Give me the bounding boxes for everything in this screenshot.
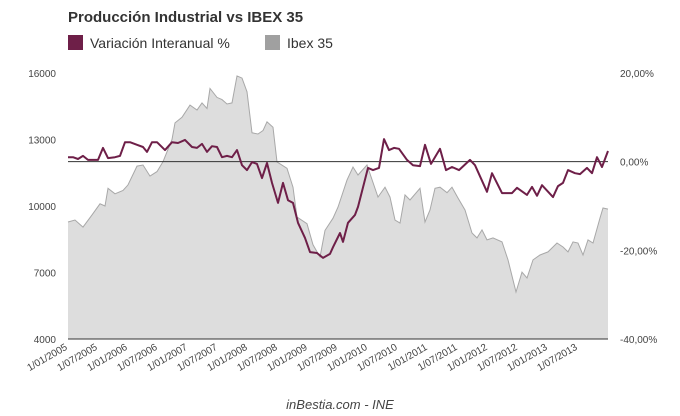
variacion-line — [68, 138, 609, 259]
y-right-tick-label: 0,00% — [620, 158, 648, 169]
plot-area: 16000 13000 10000 7000 4000 20,00% 0,00% -20,00… — [25, 69, 657, 374]
legend-swatch-ibex — [265, 35, 280, 50]
legend-swatch-variacion — [68, 35, 83, 50]
legend-label-ibex: Ibex 35 — [287, 35, 333, 51]
y-left-tick-label: 13000 — [28, 136, 56, 147]
y-left-tick-label: 7000 — [34, 269, 57, 280]
y-right-tick-label: -20,00% — [620, 246, 657, 257]
y-right-tick-label: 20,00% — [620, 69, 654, 80]
y-left-tick-label: 4000 — [34, 335, 57, 346]
legend: Variación Interanual % Ibex 35 — [68, 35, 333, 51]
source-note: inBestia.com - INE — [286, 397, 394, 412]
y-left-tick-label: 10000 — [28, 202, 56, 213]
chart-title: Producción Industrial vs IBEX 35 — [68, 9, 303, 26]
y-right-tick-label: -40,00% — [620, 335, 657, 346]
legend-label-variacion: Variación Interanual % — [90, 35, 230, 51]
y-left-tick-label: 16000 — [28, 69, 56, 80]
